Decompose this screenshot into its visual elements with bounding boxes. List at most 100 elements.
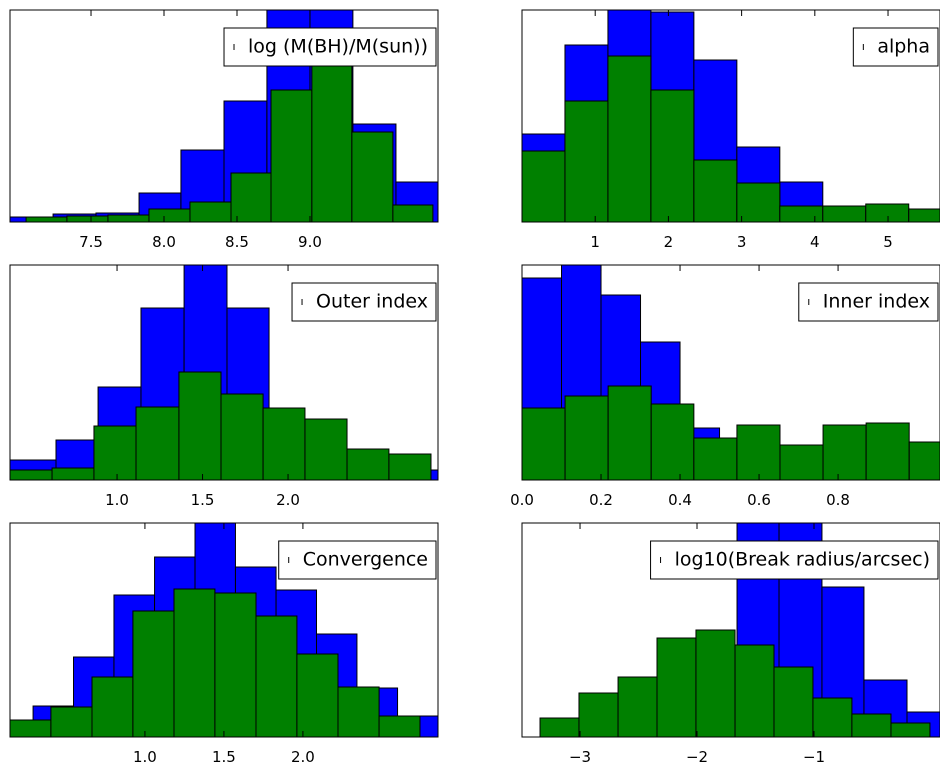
histogram-bar [607,55,652,222]
histogram-bar [220,393,264,480]
axes-frame [9,264,439,481]
histogram-bar [148,208,191,222]
subplot: 1.0 1.5 2.0 Convergence [9,522,439,763]
bars [10,265,438,480]
histogram-bar [539,717,580,737]
histogram-bar [10,469,53,480]
histogram-bar [650,89,695,222]
x-tick-label: 2.0 [276,491,300,509]
histogram-bar [135,406,180,480]
histogram-bar [822,205,867,222]
x-tick-label: 2 [664,233,674,251]
histogram-bar [865,422,910,480]
histogram-bar [695,629,736,737]
x-tick-label: −2 [686,748,708,763]
legend-label: log (M(BH)/M(sun)) [248,36,428,58]
x-tick-label: 8.0 [152,233,176,251]
histogram-bar [132,610,175,737]
subplot: −3 −2 −1 log10(Break radius/arcsec) [521,522,940,763]
histogram-bar [351,131,394,222]
bars [522,265,940,480]
histogram-bar [822,424,867,480]
histogram-bar [865,203,910,222]
histogram-bar [908,208,940,222]
histogram-bar [693,159,738,222]
x-tick-label: 8.5 [225,233,249,251]
histogram-bar [230,172,272,222]
x-tick-label: 5 [883,233,893,251]
legend-box [278,540,437,580]
histogram-bar [270,89,313,222]
x-tick-label: 3 [737,233,747,251]
legend-box [852,27,939,67]
histogram-bar [736,182,781,222]
histogram-bar [311,61,353,222]
legend-label: Convergence [303,549,428,571]
x-tick-label: −1 [803,748,825,763]
histogram-bar [173,588,216,737]
subplot: 1.0 1.5 2.0 Outer index [9,264,439,509]
x-tick-label: 0.2 [589,491,613,509]
histogram-bar [25,216,68,222]
x-tick-label: 2.0 [291,748,315,763]
histogram-bar [107,214,150,222]
legend: Inner index [798,282,939,322]
histogram-bar [890,722,931,737]
legend: Outer index [291,282,437,322]
histogram-bar [50,706,93,737]
legend: alpha [852,27,939,67]
x-tick-label: 1 [590,233,600,251]
x-tick-label: −3 [569,748,591,763]
histogram-bar [10,719,52,737]
histogram-bar [564,395,609,480]
x-tick-label: 1.5 [191,491,215,509]
histogram-bar [51,467,95,480]
legend: log10(Break radius/arcsec) [650,540,939,580]
histogram-bar [693,437,738,480]
histogram-bar [734,644,775,737]
x-tick-label: 1.0 [133,748,157,763]
histogram-bar [378,715,421,737]
histogram-bar [66,215,109,222]
histogram-bar [262,407,306,480]
x-tick-label: 0.0 [510,491,534,509]
histogram-bar [650,403,695,480]
axes-frame [521,264,940,481]
legend-box [798,282,939,322]
legend: log (M(BH)/M(sun)) [223,27,437,67]
histogram-bar [304,418,348,480]
histogram-bar [178,371,222,480]
histogram-bar [656,637,697,737]
subplot: 7.5 8.0 8.5 9.0 log (M(BH)/M(sun)) [9,9,439,251]
legend: Convergence [278,540,437,580]
x-tick-label: 0.4 [668,491,692,509]
histogram-bar [91,676,134,737]
histogram-bar [214,592,257,737]
histogram-bar [93,425,137,480]
histogram-bar [189,201,232,222]
legend-box [291,282,437,322]
histogram-bar [578,692,619,737]
histogram-bar [851,713,892,737]
histogram-bar [812,697,853,737]
histogram-bar [908,441,940,480]
bars [10,523,438,737]
x-tick-label: 9.0 [298,233,322,251]
bars [522,10,940,222]
histogram-bar [736,424,781,480]
bars [10,10,438,222]
legend-label: log10(Break radius/arcsec) [675,549,930,571]
legend-label: Inner index [823,291,930,313]
histogram-bar [337,686,380,737]
legend-label: Outer index [316,291,428,313]
histogram-bar [617,676,658,737]
histogram-bar [773,666,814,737]
subplot: 1 2 3 4 5 alpha [521,9,940,251]
axes-frame [9,9,439,223]
x-tick-label: 1.5 [212,748,236,763]
legend-label: alpha [877,36,930,58]
x-tick-label: 1.0 [105,491,129,509]
histogram-bar [779,444,824,480]
axes-frame [521,522,940,738]
